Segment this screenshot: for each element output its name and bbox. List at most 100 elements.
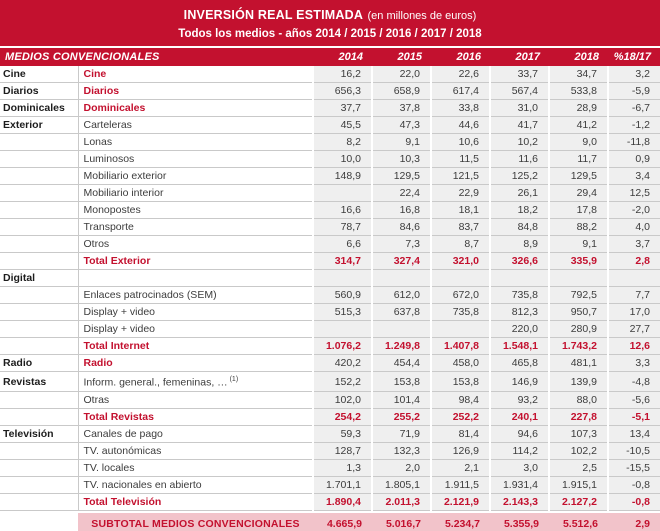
title-line: INVERSIÓN REAL ESTIMADA (en millones de … [0, 5, 660, 25]
value-cell: 22,0 [371, 66, 431, 84]
value-cell: 8,2 [312, 133, 372, 152]
value-cell: 1.548,1 [489, 337, 549, 356]
value-cell: 153,8 [430, 371, 490, 392]
value-cell: 812,3 [489, 303, 549, 322]
value-cell [371, 320, 431, 339]
value-cell: 420,2 [312, 354, 372, 373]
value-cell [312, 184, 372, 203]
value-cell [430, 320, 490, 339]
table-row: Total Exterior 314,7 327,4 321,0 326,6 335,9 2… [0, 252, 660, 271]
column-header-medios-convencionales: MEDIOS CONVENCIONALES [0, 48, 313, 67]
value-cell: 1.076,2 [312, 337, 372, 356]
category-cell [0, 337, 78, 356]
category-cell [0, 201, 78, 220]
value-cell: 45,5 [312, 116, 372, 135]
value-cell: 18,2 [489, 201, 549, 220]
category-cell [0, 235, 78, 254]
footnote-marker: (1) [227, 376, 239, 384]
value-cell: 481,1 [548, 354, 608, 373]
value-cell: 220,0 [489, 320, 549, 339]
value-cell: 6,6 [312, 235, 372, 254]
value-cell: 735,8 [489, 286, 549, 305]
category-cell: Digital [0, 269, 78, 288]
value-cell: 139,9 [548, 371, 608, 392]
value-cell: 11,6 [489, 150, 549, 169]
table-header-row: MEDIOS CONVENCIONALES 2014 2015 2016 2017 20… [0, 48, 660, 67]
value-cell: 27,7 [607, 320, 660, 339]
category-cell [0, 442, 78, 460]
category-cell [0, 167, 78, 186]
table-row: Cine Cine 16,2 22,0 22,6 33,7 34,7 3,2 [0, 66, 660, 84]
category-cell: Cine [0, 66, 78, 84]
subtotal-value-cell: 5.234,7 [431, 513, 490, 531]
value-cell: 11,7 [548, 150, 608, 169]
value-cell: 950,7 [548, 303, 608, 322]
table-row: Otras 102,0 101,4 98,4 93,2 88,0 -5,6 [0, 391, 660, 409]
value-cell: 10,2 [489, 133, 549, 152]
value-cell: 18,1 [430, 201, 490, 220]
subtotal-value-cell: 5.512,6 [549, 513, 608, 531]
value-cell: 515,3 [312, 303, 372, 322]
value-cell: 10,6 [430, 133, 490, 152]
table-row: Enlaces patrocinados (SEM) 560,9 612,0 672,… [0, 286, 660, 305]
concept-cell: Cine [77, 66, 313, 84]
value-cell: 3,2 [607, 66, 660, 84]
value-cell: -11,8 [607, 133, 660, 152]
value-cell: 1,3 [312, 459, 372, 477]
value-cell: 125,2 [489, 167, 549, 186]
title-banner: INVERSIÓN REAL ESTIMADA (en millones de … [0, 0, 660, 47]
spacer-cell [0, 510, 660, 514]
concept-cell: TV. autonómicas [77, 442, 313, 460]
table-row: Otros 6,6 7,3 8,7 8,9 9,1 3,7 [0, 235, 660, 254]
spacer-row [0, 510, 660, 514]
subtotal-value-cell: 5.355,9 [490, 513, 549, 531]
value-cell: 4,0 [607, 218, 660, 237]
concept-cell: Enlaces patrocinados (SEM) [77, 286, 313, 305]
subtotal-label: SUBTOTAL MEDIOS CONVENCIONALES [78, 513, 313, 531]
table-row: Radio Radio 420,2 454,4 458,0 465,8 481,1 3,3 [0, 354, 660, 373]
value-cell: 3,3 [607, 354, 660, 373]
value-cell: 2,5 [548, 459, 608, 477]
column-header-2018: 2018 [549, 48, 608, 67]
value-cell [548, 269, 608, 288]
table-row: Display + video 220,0 280,9 27,7 [0, 320, 660, 339]
value-cell: -0,8 [607, 493, 660, 511]
value-cell [312, 320, 372, 339]
value-cell [489, 269, 549, 288]
table-row: Luminosos 10,0 10,3 11,5 11,6 11,7 0,9 [0, 150, 660, 169]
value-cell: 22,6 [430, 66, 490, 84]
value-cell: 735,8 [430, 303, 490, 322]
value-cell: 114,2 [489, 442, 549, 460]
value-cell: -1,2 [607, 116, 660, 135]
value-cell: 3,7 [607, 235, 660, 254]
category-cell: Televisión [0, 425, 78, 443]
concept-cell: Otros [77, 235, 313, 254]
column-header-1817: %18/17 [608, 48, 660, 67]
category-cell [0, 391, 78, 409]
value-cell: 1.915,1 [548, 476, 608, 494]
value-cell: 1.805,1 [371, 476, 431, 494]
concept-cell: Total Internet [77, 337, 313, 356]
value-cell: 22,9 [430, 184, 490, 203]
value-cell: 41,2 [548, 116, 608, 135]
value-cell: 44,6 [430, 116, 490, 135]
value-cell: -6,7 [607, 99, 660, 118]
concept-cell: Display + video [77, 303, 313, 322]
column-header-2017: 2017 [490, 48, 549, 67]
table-row: Digital [0, 269, 660, 288]
concept-cell: Luminosos [77, 150, 313, 169]
value-cell: 1.249,8 [371, 337, 431, 356]
value-cell: 327,4 [371, 252, 431, 271]
table-row: TV. nacionales en abierto 1.701,1 1.805,1 1… [0, 476, 660, 494]
value-cell: 240,1 [489, 408, 549, 426]
value-cell: 326,6 [489, 252, 549, 271]
value-cell: 1.407,8 [430, 337, 490, 356]
value-cell: 792,5 [548, 286, 608, 305]
column-header-2016: 2016 [431, 48, 490, 67]
value-cell: 101,4 [371, 391, 431, 409]
value-cell: 78,7 [312, 218, 372, 237]
category-cell [0, 133, 78, 152]
value-cell: 465,8 [489, 354, 549, 373]
value-cell: 37,7 [312, 99, 372, 118]
